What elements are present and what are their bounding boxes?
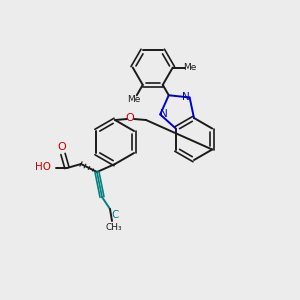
Text: Me: Me [128,95,141,104]
Text: C: C [111,210,119,220]
Text: Me: Me [183,63,196,72]
Text: HO: HO [35,162,51,172]
Text: N: N [160,110,168,119]
Text: N: N [182,92,190,103]
Text: CH₃: CH₃ [106,223,122,232]
Text: O: O [126,113,134,123]
Text: O: O [58,142,66,152]
